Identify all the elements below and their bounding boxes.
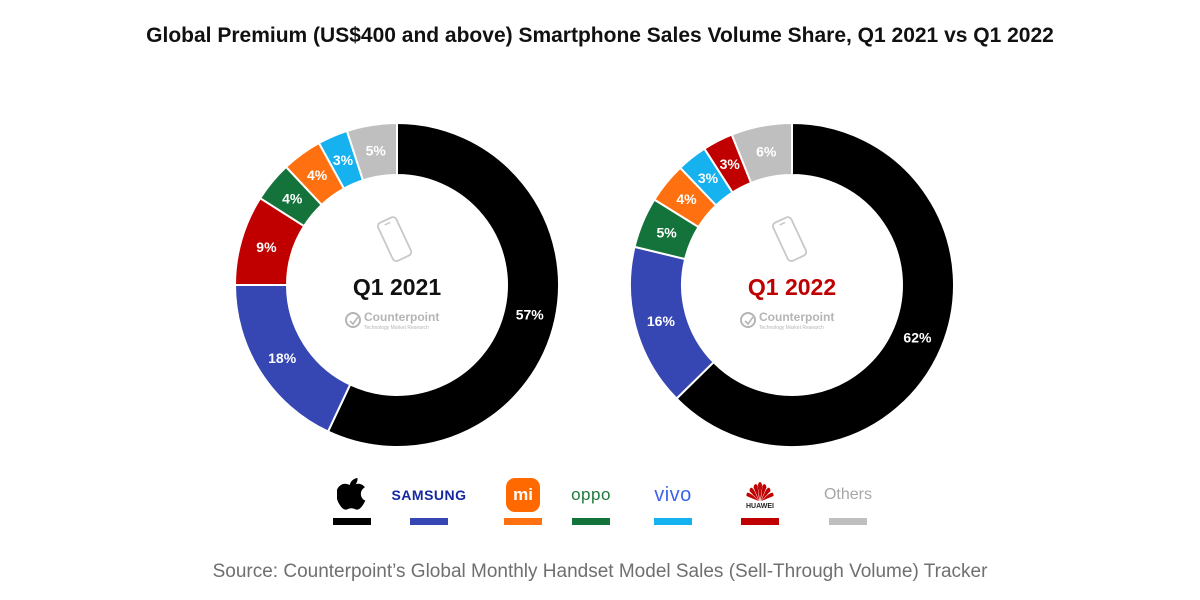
slice-label-xiaomi-q1-2021: 4% <box>307 167 328 183</box>
slice-label-huawei-q1-2022: 3% <box>720 156 741 172</box>
center-label-q1-2021: Q1 2021 <box>353 274 441 300</box>
slice-others-q1-2022 <box>730 121 793 185</box>
legend-swatch-apple <box>333 518 371 525</box>
samsung-logo-text: SAMSUNG <box>391 487 467 503</box>
phone-icon <box>772 216 808 262</box>
legend-swatch-xiaomi <box>504 518 542 525</box>
legend-item-samsung: SAMSUNG <box>384 478 474 528</box>
legend-item-oppo: oppo <box>546 478 636 528</box>
huawei-logo-text: HUAWEI <box>746 503 774 510</box>
slice-label-vivo-q1-2022: 3% <box>698 170 719 186</box>
oppo-logo-text: oppo <box>571 485 611 504</box>
slice-apple-q1-2022 <box>675 121 955 448</box>
slice-label-oppo-q1-2022: 5% <box>656 224 677 240</box>
counterpoint-logo-icon <box>740 312 756 328</box>
legend-swatch-huawei <box>741 518 779 525</box>
slice-others-q1-2021 <box>345 121 398 182</box>
legend-swatch-others <box>829 518 867 525</box>
apple-logo-icon <box>337 478 366 510</box>
slice-label-samsung-q1-2022: 16% <box>647 313 676 329</box>
watermark-tagline: Technology Market Research <box>759 325 824 331</box>
phone-icon <box>377 216 413 262</box>
slice-label-vivo-q1-2021: 3% <box>333 152 354 168</box>
legend-item-huawei: HUAWEI <box>715 478 805 528</box>
xiaomi-logo-icon: mi <box>506 478 540 512</box>
donut-chart-q1-2021: 57% 18% 9% 4%4% 3% 5% Q1 2021 CounterpointTechn… <box>233 121 560 448</box>
watermark-name: Counterpoint <box>759 310 834 324</box>
donut-charts: 57%18%9%4%4%3%5%Q1 2021CounterpointTechn… <box>233 121 955 448</box>
legend-item-apple <box>307 478 397 528</box>
legend-swatch-vivo <box>654 518 692 525</box>
slice-apple-q1-2021 <box>326 121 560 448</box>
slice-label-apple-q1-2022: 62% <box>903 330 932 346</box>
slice-label-samsung-q1-2021: 18% <box>268 350 297 366</box>
slice-label-huawei-q1-2021: 9% <box>256 239 277 255</box>
source-note: Source: Counterpoint’s Global Monthly Ha… <box>212 561 988 582</box>
legend-item-xiaomi: mi <box>478 478 568 528</box>
counterpoint-logo-icon <box>345 312 361 328</box>
slice-label-oppo-q1-2021: 4% <box>282 190 303 206</box>
legend-swatch-samsung <box>410 518 448 525</box>
slice-label-xiaomi-q1-2022: 4% <box>676 191 697 207</box>
slice-label-others-q1-2022: 6% <box>756 143 777 159</box>
center-label-q1-2022: Q1 2022 <box>748 274 836 300</box>
slice-label-apple-q1-2021: 57% <box>516 307 545 323</box>
huawei-logo-icon <box>746 482 774 501</box>
others-legend-label: Others <box>823 486 872 503</box>
legend-item-vivo: vivo <box>628 478 718 528</box>
donut-chart-q1-2022: 62%16%5%4%3%3%6%Q1 2022CounterpointTechn… <box>629 121 955 448</box>
slice-label-others-q1-2021: 5% <box>366 143 387 159</box>
legend-swatch-oppo <box>572 518 610 525</box>
watermark-name: Counterpoint <box>364 310 439 324</box>
vivo-logo-text: vivo <box>654 483 692 506</box>
legend-item-others: Others <box>803 478 893 528</box>
watermark-tagline: Technology Market Research <box>364 325 429 331</box>
chart-title: Global Premium (US$400 and above) Smartp… <box>146 24 1054 47</box>
